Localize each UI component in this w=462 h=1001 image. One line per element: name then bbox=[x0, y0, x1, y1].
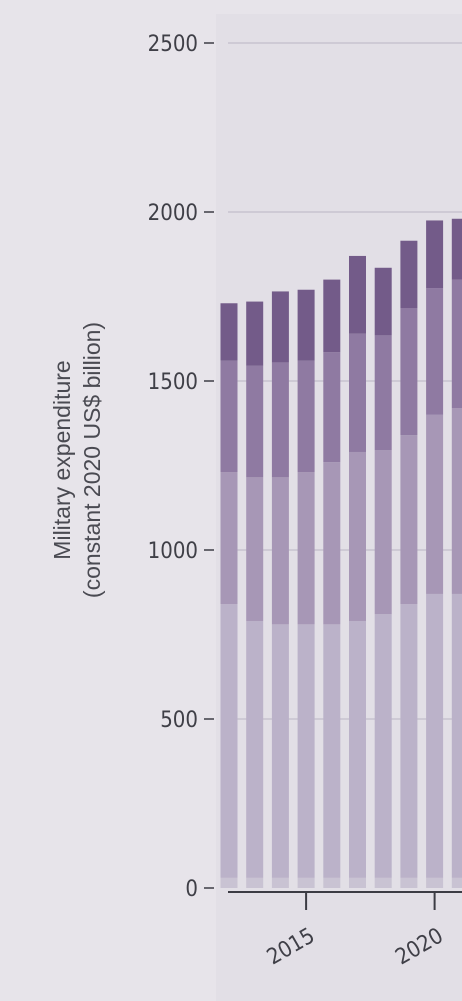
bar-segment bbox=[349, 255, 366, 334]
bar-segment bbox=[323, 462, 341, 625]
bar-segment bbox=[246, 620, 264, 878]
y-axis-title: Military expenditure (constant 2020 US$ … bbox=[49, 322, 105, 598]
bar-segment bbox=[220, 303, 238, 361]
bar-segment bbox=[297, 877, 315, 888]
bar-segment bbox=[297, 624, 315, 878]
bar-segment bbox=[451, 408, 462, 594]
bar-segment bbox=[451, 279, 462, 409]
bar-segment bbox=[374, 877, 392, 888]
bar-segment bbox=[349, 877, 366, 888]
bars bbox=[220, 218, 462, 888]
bar-segment bbox=[297, 289, 315, 361]
bar-segment bbox=[374, 335, 392, 451]
bar-segment bbox=[426, 593, 444, 878]
bar-segment bbox=[220, 472, 238, 605]
bar-segment bbox=[246, 301, 264, 366]
bar-segment bbox=[297, 360, 315, 473]
bar-segment bbox=[400, 435, 418, 605]
y-tick-label: 2000 bbox=[148, 201, 198, 226]
bar-segment bbox=[426, 288, 444, 415]
bar-segment bbox=[323, 877, 341, 888]
bar-segment bbox=[400, 877, 418, 888]
bar-segment bbox=[323, 624, 341, 878]
bar-segment bbox=[426, 414, 444, 594]
y-tick-label: 1500 bbox=[148, 370, 198, 395]
bar-segment bbox=[271, 477, 289, 625]
bar-segment bbox=[271, 291, 289, 363]
bar-segment bbox=[451, 218, 462, 280]
bar-segment bbox=[246, 477, 264, 621]
bar-segment bbox=[400, 240, 418, 309]
bar-segment bbox=[271, 624, 289, 878]
bar-segment bbox=[426, 877, 444, 888]
y-tick-label: 0 bbox=[185, 877, 198, 902]
y-tick-label: 1000 bbox=[148, 539, 198, 564]
gridlines bbox=[228, 42, 462, 720]
y-tick-label: 500 bbox=[160, 708, 198, 733]
bar-segment bbox=[323, 352, 341, 463]
bar-segment bbox=[374, 267, 392, 336]
bar-segment bbox=[426, 220, 444, 289]
bar-segment bbox=[400, 308, 418, 436]
bar-segment bbox=[220, 360, 238, 473]
y-tick-label: 2500 bbox=[148, 32, 198, 57]
bar-segment bbox=[451, 593, 462, 878]
bar-segment bbox=[246, 877, 264, 888]
bar-segment bbox=[349, 620, 366, 878]
bar-segment bbox=[374, 614, 392, 878]
bar-segment bbox=[220, 877, 238, 888]
bar-segment bbox=[374, 450, 392, 615]
bar-segment bbox=[400, 604, 418, 878]
bar-segment bbox=[297, 472, 315, 625]
bar-segment bbox=[246, 365, 264, 478]
bar-segment bbox=[220, 604, 238, 878]
y-axis-title-line-2: (constant 2020 US$ billion) bbox=[79, 322, 105, 598]
y-axis-title-line-1: Military expenditure bbox=[49, 360, 75, 559]
bar-segment bbox=[451, 877, 462, 888]
bar-segment bbox=[271, 877, 289, 888]
bar-segment bbox=[323, 279, 341, 353]
bar-segment bbox=[349, 451, 366, 621]
bar-segment bbox=[349, 333, 366, 452]
bar-segment bbox=[271, 362, 289, 478]
